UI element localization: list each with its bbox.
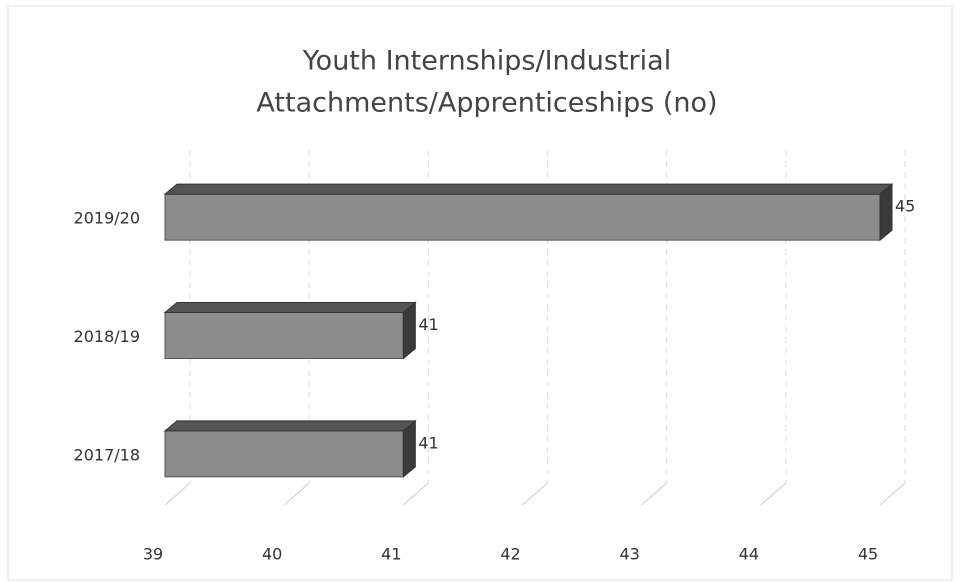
x-tick-label: 42: [500, 545, 520, 564]
bar-top: [163, 302, 417, 313]
x-tick-label: 43: [619, 545, 639, 564]
floor-line: [760, 482, 787, 506]
floor-line: [522, 482, 548, 506]
x-tick-label: 39: [143, 545, 163, 564]
bar-top: [163, 420, 417, 432]
floor-line: [879, 482, 906, 506]
floor-line: [164, 482, 191, 506]
y-tick-label: 2019/20: [74, 209, 140, 228]
data-label: 45: [895, 197, 915, 216]
chart-title: Attachments/Apprenticeships (no): [256, 88, 717, 119]
y-tick-label: 2017/18: [74, 445, 140, 464]
bar-side: [402, 301, 416, 360]
chart-frame: [7, 5, 953, 581]
bar-side: [879, 183, 893, 242]
bar: [164, 193, 881, 241]
x-tick-label: 40: [262, 545, 282, 564]
x-tick-label: 41: [381, 545, 401, 564]
y-tick-label: 2018/19: [74, 327, 140, 346]
bar-top: [163, 183, 894, 195]
chart-title: Youth Internships/Industrial: [302, 46, 671, 77]
bar: [164, 312, 404, 359]
bar-side: [402, 419, 416, 478]
x-tick-label: 44: [739, 545, 759, 564]
data-label: 41: [418, 433, 438, 452]
floor-line: [641, 482, 667, 506]
floor-line: [283, 482, 310, 506]
x-tick-label: 45: [858, 545, 878, 564]
floor-line: [403, 482, 429, 506]
bar: [164, 430, 404, 478]
data-label: 41: [418, 315, 438, 334]
